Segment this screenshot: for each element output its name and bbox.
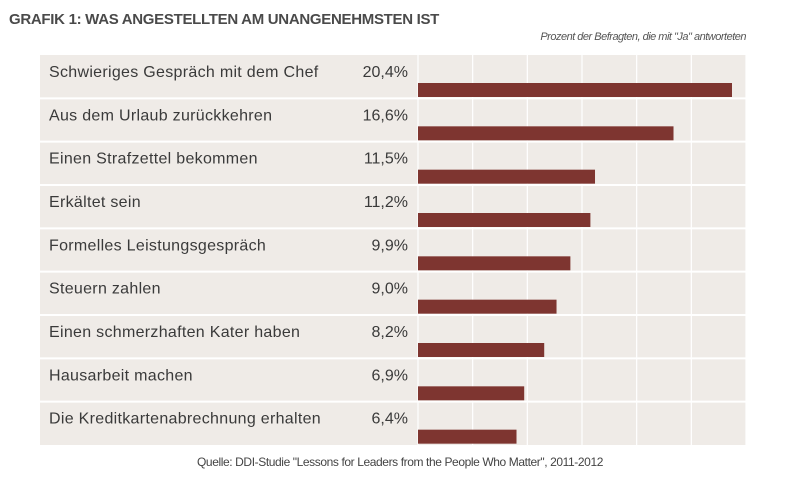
- chart-subtitle: Prozent der Befragten, die mit "Ja" antw…: [540, 31, 746, 43]
- category-label: Schwieriges Gespräch mit dem Chef: [49, 64, 319, 81]
- bar: [418, 169, 596, 184]
- category-label: Einen schmerzhaften Kater haben: [49, 324, 300, 341]
- bar: [418, 256, 571, 271]
- category-label: Einen Strafzettel bekommen: [49, 151, 258, 168]
- bar: [418, 299, 557, 314]
- value-label: 8,2%: [372, 324, 408, 341]
- chart-title: GRAFIK 1: WAS ANGESTELLTEN AM UNANGENEHM…: [9, 11, 440, 28]
- bar: [418, 429, 517, 444]
- bar-chart: Schwieriges Gespräch mit dem Chef 20,4% Au…: [40, 55, 746, 445]
- bar: [418, 386, 525, 401]
- value-label: 11,5%: [364, 151, 408, 168]
- value-label: 6,9%: [372, 367, 408, 384]
- chart-panel: [40, 55, 746, 445]
- value-label: 11,2%: [364, 194, 408, 211]
- category-label: Die Kreditkartenabrechnung erhalten: [49, 411, 321, 428]
- category-label: Aus dem Urlaub zurückkehren: [49, 107, 272, 124]
- value-label: 9,9%: [372, 237, 408, 254]
- bar: [418, 126, 674, 141]
- category-label: Steuern zahlen: [49, 281, 161, 298]
- value-label: 6,4%: [372, 411, 408, 428]
- value-label: 9,0%: [372, 281, 408, 298]
- value-label: 16,6%: [363, 107, 408, 124]
- bar: [418, 343, 545, 357]
- value-label: 20,4%: [363, 64, 408, 81]
- category-label: Formelles Leistungsgespräch: [49, 237, 266, 254]
- bar: [418, 83, 732, 97]
- category-label: Erkältet sein: [49, 194, 141, 211]
- bar: [418, 213, 591, 227]
- category-label: Hausarbeit machen: [49, 367, 193, 384]
- source-note: Quelle: DDI-Studie "Lessons for Leaders …: [197, 455, 603, 469]
